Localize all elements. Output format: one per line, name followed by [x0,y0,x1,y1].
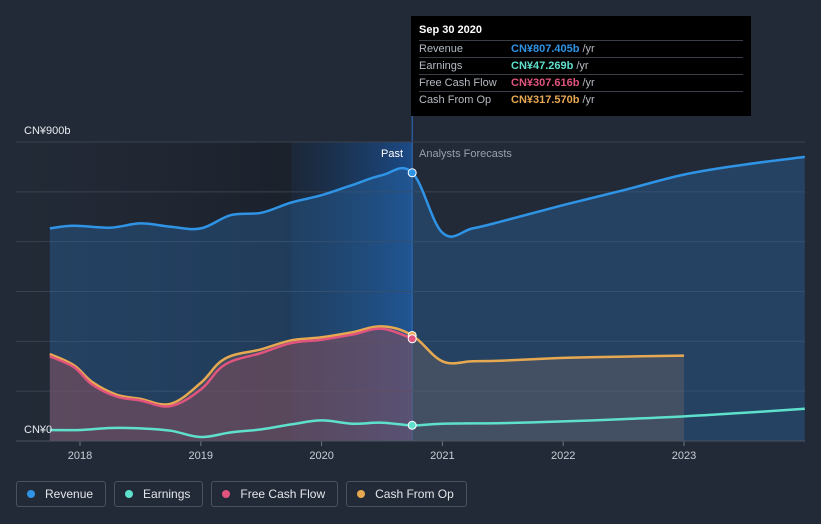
tooltip-unit: /yr [582,77,595,89]
legend-label: Cash From Op [375,487,454,501]
earnings-dot-icon [125,490,134,498]
cash-from-op-area [49,326,685,441]
x-tick-label: 2022 [551,450,575,462]
cash-from-op-dot-icon [357,490,366,498]
revenue-area [49,156,805,441]
x-tick-label: 2020 [309,450,333,462]
tooltip-unit: /yr [576,60,589,72]
y-axis-top-label: CN¥900b [24,125,70,137]
x-tick-label: 2019 [189,450,213,462]
tooltip-value: CN¥317.570b [511,94,580,106]
legend-label: Revenue [45,487,94,501]
legend: Revenue Earnings Free Cash Flow Cash Fro… [16,481,467,507]
tooltip-row-revenue: Revenue CN¥807.405b /yr [419,40,743,57]
legend-label: Earnings [143,487,191,501]
legend-item-cash-from-op[interactable]: Cash From Op [346,481,467,507]
tooltip-label: Revenue [419,43,464,55]
y-axis-bottom-label: CN¥0 [24,424,52,436]
revenue-marker [407,168,417,178]
earnings-line [49,407,805,439]
tooltip: Sep 30 2020 Revenue CN¥807.405b /yr Earn… [411,16,751,116]
legend-item-earnings[interactable]: Earnings [114,481,204,507]
earnings-marker [407,420,417,430]
free-cash-flow-dot-icon [222,490,231,498]
free-cash-flow-area [49,328,413,441]
x-tick-label: 2023 [672,450,696,462]
tooltip-row-free-cash-flow: Free Cash Flow CN¥307.616b /yr [419,74,743,91]
tooltip-label: Earnings [419,60,463,72]
x-tick-label: 2018 [68,450,92,462]
past-label: Past [381,148,403,160]
cash-from-op-line [49,325,685,406]
tooltip-date: Sep 30 2020 [419,24,482,36]
legend-label: Free Cash Flow [240,487,326,501]
x-tick-label: 2021 [430,450,454,462]
tooltip-value: CN¥47.269b [511,60,574,72]
free-cash-flow-line [49,327,413,408]
tooltip-label: Free Cash Flow [419,77,497,89]
tooltip-row-cash-from-op: Cash From Op CN¥317.570b /yr [419,91,743,108]
free-cash-flow-marker [407,334,417,344]
tooltip-label: Cash From Op [419,94,492,106]
tooltip-unit: /yr [582,43,595,55]
tooltip-unit: /yr [582,94,595,106]
tooltip-value: CN¥807.405b [511,43,580,55]
revenue-dot-icon [27,490,35,498]
revenue-line [49,155,805,238]
tooltip-value: CN¥307.616b [511,77,580,89]
tooltip-row-earnings: Earnings CN¥47.269b /yr [419,57,743,74]
forecast-label: Analysts Forecasts [419,148,512,160]
legend-item-free-cash-flow[interactable]: Free Cash Flow [211,481,339,507]
legend-item-revenue[interactable]: Revenue [16,481,107,507]
